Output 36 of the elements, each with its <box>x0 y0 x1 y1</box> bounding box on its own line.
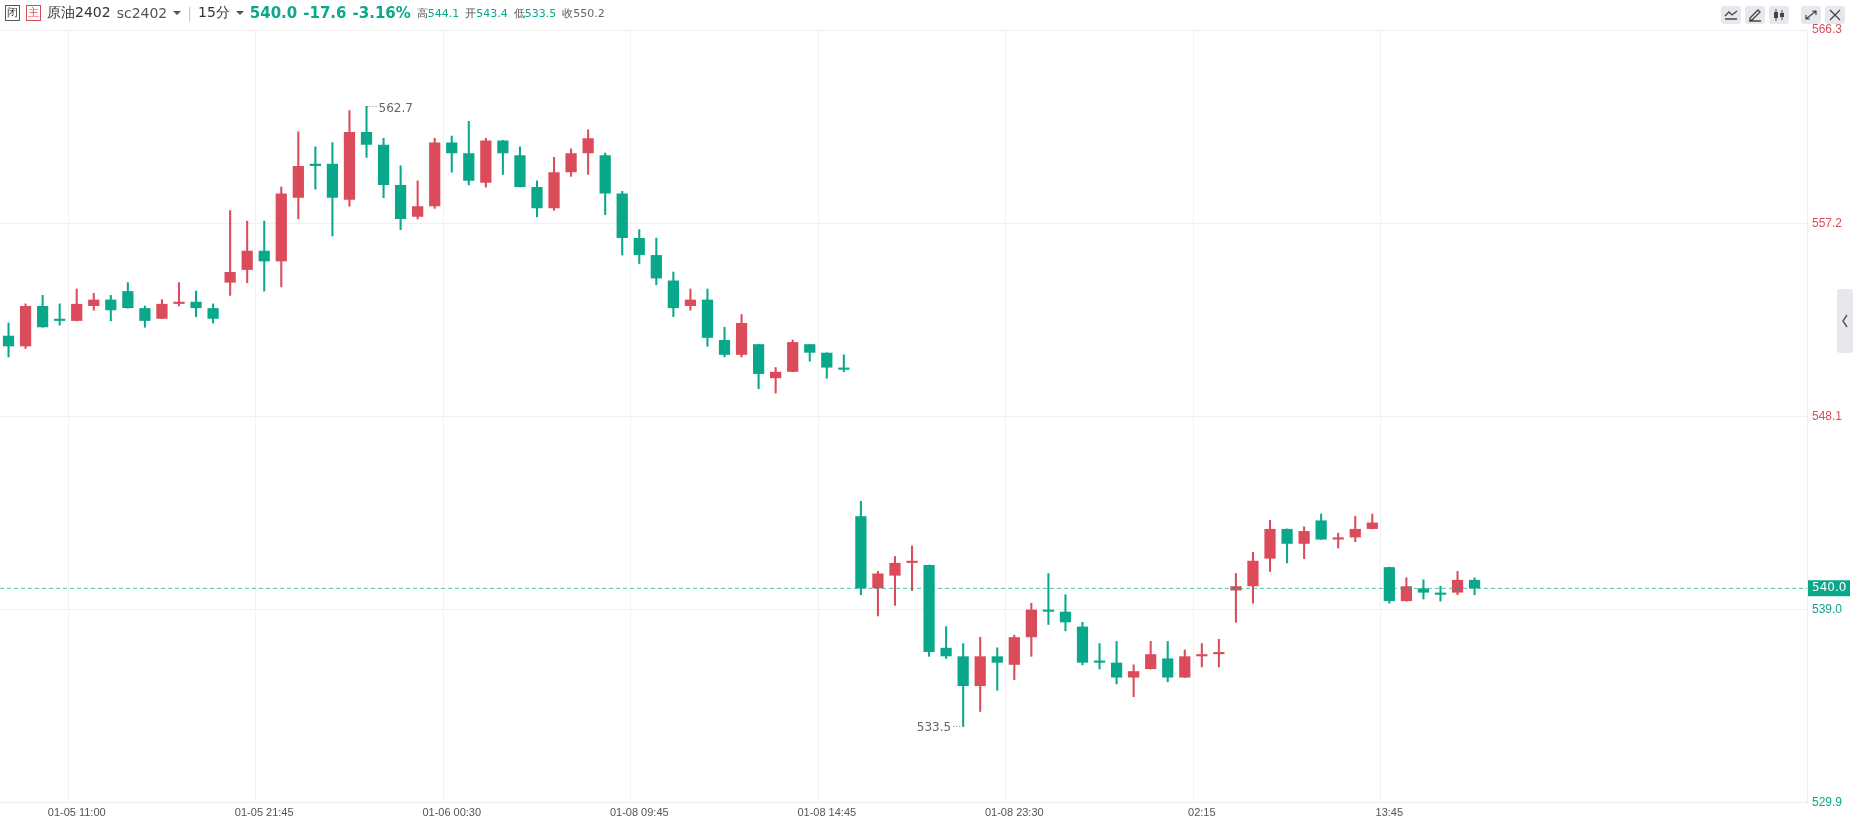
y-tick-label: 539.0 <box>1812 601 1843 616</box>
candlestick <box>173 282 185 307</box>
x-tick-label: 01-08 09:45 <box>609 806 669 819</box>
text: 主 <box>26 5 41 21</box>
text: | <box>187 5 192 21</box>
text: 高544.1 <box>416 6 460 20</box>
text: 收550.2 <box>562 6 605 20</box>
candlestick <box>360 106 373 158</box>
text: -3.16% <box>352 4 411 22</box>
candlestick <box>309 146 321 190</box>
chart-title: 原油2402 <box>47 4 111 22</box>
y-tick-label: 566.3 <box>1812 22 1843 37</box>
x-tick-label: 01-05 21:45 <box>234 806 294 819</box>
candlestick <box>2 322 15 358</box>
text: 540.0 <box>249 4 298 22</box>
annotation: 533.5 <box>916 720 952 735</box>
ref-line-label: 540.0 <box>1812 580 1847 595</box>
text: 开543.4 <box>465 6 508 20</box>
x-tick-label: 01-05 11:00 <box>47 806 106 819</box>
text: 15分 <box>197 4 230 22</box>
y-tick-label: 548.1 <box>1812 408 1843 423</box>
candlestick <box>1213 638 1225 668</box>
x-tick-label: 01-08 23:30 <box>984 806 1044 819</box>
text: 闭 <box>5 5 20 21</box>
x-tick-label: 01-06 00:30 <box>422 806 482 819</box>
text: -17.6 <box>303 4 347 22</box>
x-tick-label: 02:15 <box>1188 806 1216 819</box>
text: 低533.5 <box>513 6 557 20</box>
x-tick-label: 01-08 14:45 <box>797 806 857 819</box>
y-tick-label: 529.9 <box>1812 795 1843 810</box>
annotation: 562.7 <box>378 100 413 115</box>
chart-subtitle: sc2402 <box>116 5 168 21</box>
candlestick <box>1196 643 1208 668</box>
y-tick-label: 557.2 <box>1812 215 1843 230</box>
candlestick <box>906 545 918 591</box>
x-tick-label: 13:45 <box>1375 806 1404 819</box>
